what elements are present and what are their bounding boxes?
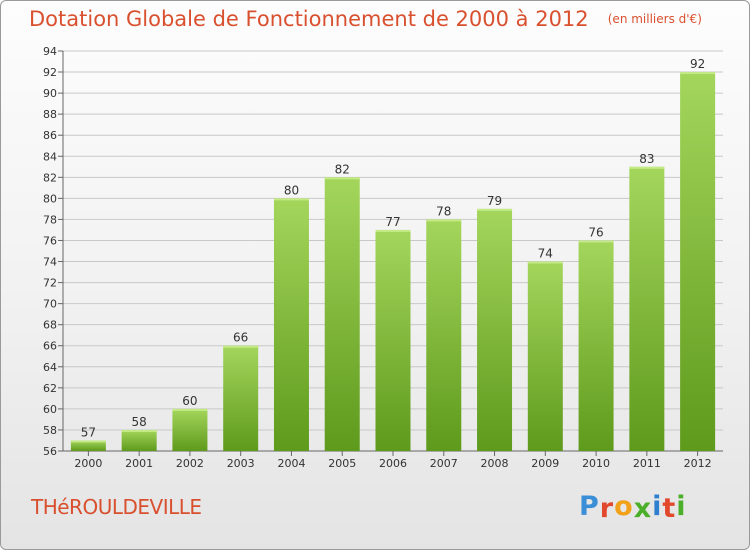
y-tick-label: 80 [43,192,57,205]
y-tick-label: 76 [43,234,57,247]
y-tick-label: 72 [43,277,57,290]
bar-highlight [324,177,360,180]
y-tick-label: 84 [43,150,57,163]
bar-2010 [578,240,614,451]
bar-2009 [527,261,563,451]
y-tick-label: 74 [43,256,57,269]
chart-title-text: Dotation Globale de Fonctionnement de 20… [29,7,589,31]
x-tick-label: 2003 [227,457,255,470]
brand-letter: i [676,491,687,522]
bar-2003 [223,345,259,451]
bar-2007 [426,219,462,451]
y-tick-label: 86 [43,129,57,142]
bar-value-label: 57 [81,425,96,439]
bar-2002 [172,408,208,451]
x-tick-label: 2006 [379,457,407,470]
bar-2012 [680,72,716,451]
y-tick-label: 62 [43,382,57,395]
bar-value-label: 58 [132,415,147,429]
y-tick-label: 66 [43,340,57,353]
y-tick-label: 88 [43,108,57,121]
commune-name: THéROULDEVILLE [31,495,202,519]
bar-2006 [375,229,411,451]
bar-value-label: 74 [538,247,553,261]
bar-highlight [172,408,208,411]
x-tick-label: 2010 [582,457,610,470]
bar-value-label: 82 [335,162,350,176]
bar-highlight [629,166,665,169]
proxiti-logo: Proxiti [579,491,687,524]
brand-letter: t [662,493,677,524]
y-tick-label: 92 [43,66,57,79]
x-tick-label: 2001 [125,457,153,470]
bar-value-label: 76 [588,225,603,239]
bar-highlight [70,440,106,443]
bar-highlight [578,240,614,243]
bar-value-label: 83 [639,152,654,166]
brand-letter: i [652,491,663,522]
chart-unit-note: (en milliers d'€) [607,12,702,26]
y-tick-label: 78 [43,213,57,226]
bar-2000 [70,440,106,451]
x-tick-label: 2005 [328,457,356,470]
bar-value-label: 78 [436,204,451,218]
bar-highlight [273,198,309,201]
bar-2011 [629,166,665,451]
x-tick-label: 2012 [684,457,712,470]
y-tick-label: 56 [43,445,57,458]
bar-value-label: 80 [284,183,299,197]
bar-2008 [477,208,513,451]
x-tick-label: 2004 [277,457,305,470]
bar-highlight [375,229,411,232]
y-tick-label: 68 [43,319,57,332]
bar-highlight [477,208,513,211]
y-tick-label: 70 [43,298,57,311]
brand-letter: P [579,491,600,522]
y-tick-label: 60 [43,403,57,416]
bar-highlight [527,261,563,264]
bar-highlight [121,429,157,432]
x-tick-label: 2000 [74,457,102,470]
y-tick-label: 58 [43,424,57,437]
y-tick-label: 94 [43,45,57,58]
y-tick-label: 90 [43,87,57,100]
bar-highlight [680,72,716,75]
bar-value-label: 60 [182,394,197,408]
x-tick-label: 2007 [430,457,458,470]
brand-letter: x [633,493,653,524]
y-tick-label: 82 [43,171,57,184]
bar-2004 [273,198,309,451]
bar-highlight [223,345,259,348]
y-tick-label: 64 [43,361,57,374]
bar-value-label: 92 [690,57,705,71]
bar-value-label: 77 [385,215,400,229]
bar-2005 [324,177,360,451]
bar-2001 [121,429,157,451]
chart-title: Dotation Globale de Fonctionnement de 20… [29,7,702,31]
bar-highlight [426,219,462,222]
bar-value-label: 79 [487,194,502,208]
bar-value-label: 66 [233,331,248,345]
x-tick-label: 2002 [176,457,204,470]
brand-letter: o [614,491,634,522]
x-tick-label: 2011 [633,457,661,470]
x-tick-label: 2008 [481,457,509,470]
x-tick-label: 2009 [531,457,559,470]
brand-letter: r [599,493,615,524]
